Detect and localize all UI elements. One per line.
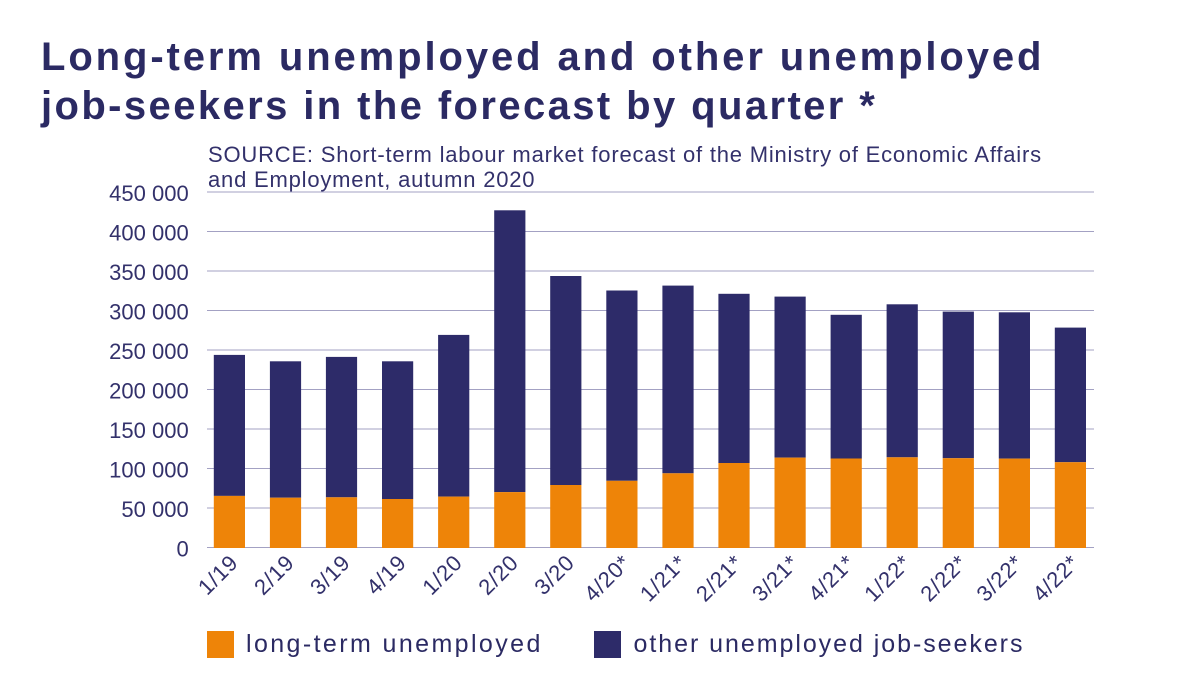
svg-text:4/19: 4/19 bbox=[361, 550, 411, 600]
svg-text:150 000: 150 000 bbox=[109, 418, 189, 443]
svg-text:200 000: 200 000 bbox=[109, 379, 189, 404]
svg-text:400 000: 400 000 bbox=[109, 221, 189, 246]
svg-text:2/21*: 2/21* bbox=[691, 550, 747, 606]
svg-text:300 000: 300 000 bbox=[109, 300, 189, 325]
svg-text:1/21*: 1/21* bbox=[635, 550, 691, 606]
svg-text:2/22*: 2/22* bbox=[915, 550, 971, 606]
svg-text:1/19: 1/19 bbox=[193, 550, 243, 600]
svg-text:350 000: 350 000 bbox=[109, 260, 189, 285]
svg-text:3/20: 3/20 bbox=[529, 550, 579, 600]
svg-text:3/19: 3/19 bbox=[305, 550, 355, 600]
svg-text:4/22*: 4/22* bbox=[1027, 550, 1083, 606]
svg-text:4/20*: 4/20* bbox=[579, 550, 635, 606]
svg-text:3/21*: 3/21* bbox=[747, 550, 803, 606]
svg-text:4/21*: 4/21* bbox=[803, 550, 859, 606]
svg-text:2/20: 2/20 bbox=[473, 550, 523, 600]
svg-text:1/22*: 1/22* bbox=[859, 550, 915, 606]
svg-text:1/20: 1/20 bbox=[417, 550, 467, 600]
svg-text:50 000: 50 000 bbox=[121, 497, 188, 522]
svg-text:250 000: 250 000 bbox=[109, 339, 189, 364]
svg-text:2/19: 2/19 bbox=[249, 550, 299, 600]
svg-text:450 000: 450 000 bbox=[109, 181, 189, 206]
svg-text:3/22*: 3/22* bbox=[971, 550, 1027, 606]
svg-text:0: 0 bbox=[176, 537, 188, 562]
svg-text:100 000: 100 000 bbox=[109, 458, 189, 483]
